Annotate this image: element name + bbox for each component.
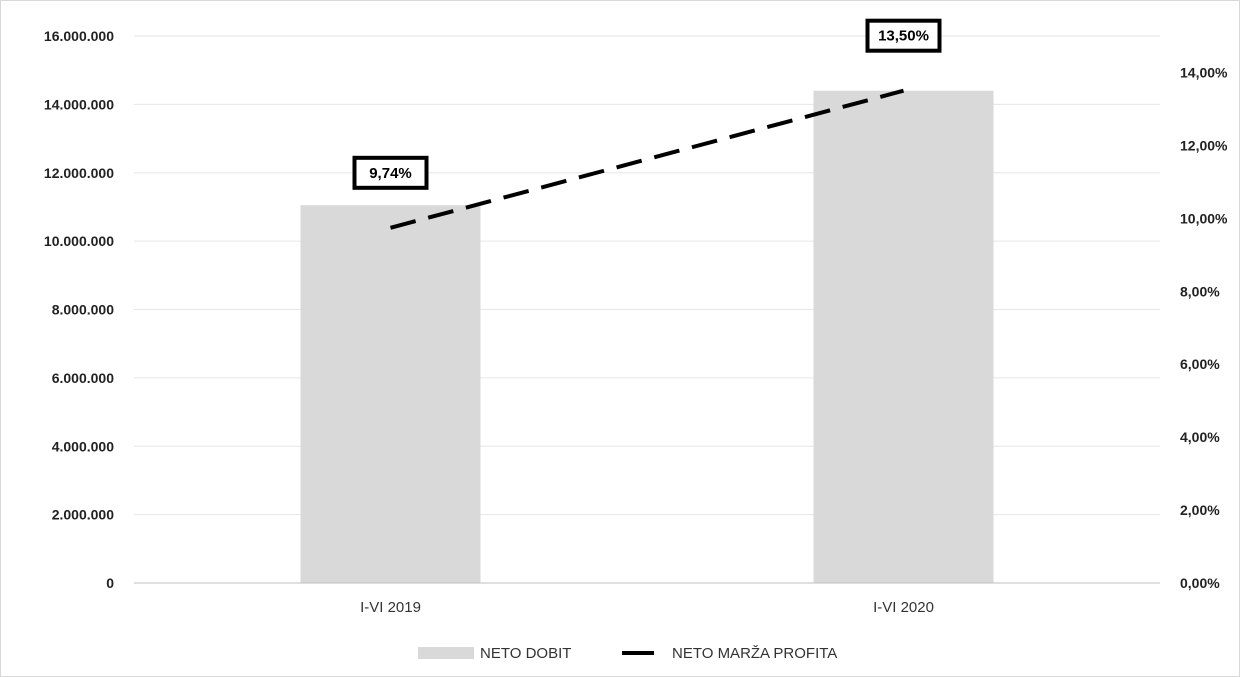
bar-series bbox=[300, 90, 994, 583]
left-tick-label: 16.000.000 bbox=[44, 28, 114, 44]
data-label-box bbox=[352, 155, 429, 190]
left-tick-label: 6.000.000 bbox=[52, 370, 114, 386]
data-label-text: 9,74% bbox=[369, 165, 412, 182]
right-tick-label: 6,00% bbox=[1180, 356, 1220, 372]
left-tick-label: 2.000.000 bbox=[52, 507, 114, 523]
legend-swatch-bar bbox=[418, 647, 474, 659]
data-label-box bbox=[865, 18, 942, 53]
legend-label-neto-dobit: NETO DOBIT bbox=[480, 645, 571, 662]
line-series bbox=[389, 88, 905, 230]
left-tick-label: 0 bbox=[106, 575, 114, 591]
right-tick-label: 4,00% bbox=[1180, 429, 1220, 445]
right-tick-label: 12,00% bbox=[1180, 137, 1228, 153]
bar-neto-dobit bbox=[300, 205, 481, 583]
left-tick-label: 12.000.000 bbox=[44, 165, 114, 181]
data-labels: 9,74% 13,50% bbox=[352, 18, 942, 190]
category-label: I-VI 2020 bbox=[873, 599, 934, 616]
right-tick-label: 10,00% bbox=[1180, 210, 1228, 226]
category-labels: I-VI 2019 I-VI 2020 bbox=[360, 599, 934, 616]
legend-label-neto-marza-profita: NETO MARŽA PROFITA bbox=[672, 645, 837, 662]
right-tick-label: 2,00% bbox=[1180, 502, 1220, 518]
data-label-text: 13,50% bbox=[878, 28, 929, 45]
left-tick-label: 4.000.000 bbox=[52, 438, 114, 454]
line-neto-marza-profita bbox=[389, 88, 905, 230]
category-label: I-VI 2019 bbox=[360, 599, 421, 616]
bar-neto-dobit bbox=[813, 90, 994, 583]
right-tick-label: 14,00% bbox=[1180, 64, 1228, 80]
left-axis-ticks: 0 2.000.000 4.000.000 6.000.000 8.000.000 10.… bbox=[44, 28, 114, 591]
right-tick-label: 0,00% bbox=[1180, 575, 1220, 591]
legend: NETO DOBIT NETO MARŽA PROFITA bbox=[418, 645, 837, 662]
left-tick-label: 10.000.000 bbox=[44, 233, 114, 249]
right-axis-ticks: 0,00% 2,00% 4,00% 6,00% 8,00% 10,00% 12,00% 14,… bbox=[1180, 64, 1228, 591]
left-tick-label: 8.000.000 bbox=[52, 302, 114, 318]
right-tick-label: 8,00% bbox=[1180, 283, 1220, 299]
left-tick-label: 14.000.000 bbox=[44, 96, 114, 112]
